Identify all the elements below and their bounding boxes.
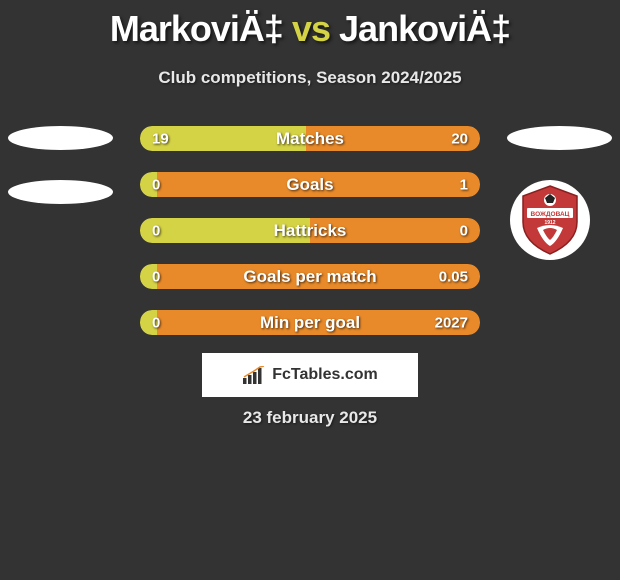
club-badge: ВОЖДОВАЦ 1912 xyxy=(510,180,590,260)
stat-row: 0 Min per goal 2027 xyxy=(140,310,480,335)
svg-text:ВОЖДОВАЦ: ВОЖДОВАЦ xyxy=(531,211,570,218)
subtitle: Club competitions, Season 2024/2025 xyxy=(0,68,620,88)
credit-box: FcTables.com xyxy=(202,353,418,397)
date-text: 23 february 2025 xyxy=(0,408,620,428)
stat-right-value: 20 xyxy=(451,130,468,147)
left-placeholder-group xyxy=(8,126,113,234)
placeholder-oval xyxy=(8,126,113,150)
credit-text: FcTables.com xyxy=(272,366,378,384)
stat-row: 0 Goals per match 0.05 xyxy=(140,264,480,289)
stat-right-value: 0.05 xyxy=(439,268,468,285)
stat-row: 19 Matches 20 xyxy=(140,126,480,151)
stat-right-value: 2027 xyxy=(435,314,468,331)
placeholder-oval xyxy=(507,126,612,150)
stat-left-value: 19 xyxy=(152,130,169,147)
stat-left-value: 0 xyxy=(152,314,160,331)
stat-left-value: 0 xyxy=(152,222,160,239)
placeholder-oval xyxy=(8,180,113,204)
stat-row: 0 Hattricks 0 xyxy=(140,218,480,243)
stat-label: Hattricks xyxy=(274,221,347,241)
player2-name: JankoviÄ‡ xyxy=(339,8,510,49)
vs-text: vs xyxy=(292,8,330,49)
stat-row: 0 Goals 1 xyxy=(140,172,480,197)
stats-container: 19 Matches 20 0 Goals 1 0 Hattricks 0 0 … xyxy=(140,126,480,356)
stat-left-value: 0 xyxy=(152,176,160,193)
player1-name: MarkoviÄ‡ xyxy=(110,8,283,49)
stat-label: Matches xyxy=(276,129,344,149)
stat-right-value: 1 xyxy=(460,176,468,193)
stat-label: Goals per match xyxy=(243,267,376,287)
page-title: MarkoviÄ‡ vs JankoviÄ‡ xyxy=(0,0,620,50)
stat-label: Min per goal xyxy=(260,313,360,333)
stat-label: Goals xyxy=(286,175,333,195)
chart-icon xyxy=(242,366,266,384)
stat-left-value: 0 xyxy=(152,268,160,285)
stat-right-value: 0 xyxy=(460,222,468,239)
